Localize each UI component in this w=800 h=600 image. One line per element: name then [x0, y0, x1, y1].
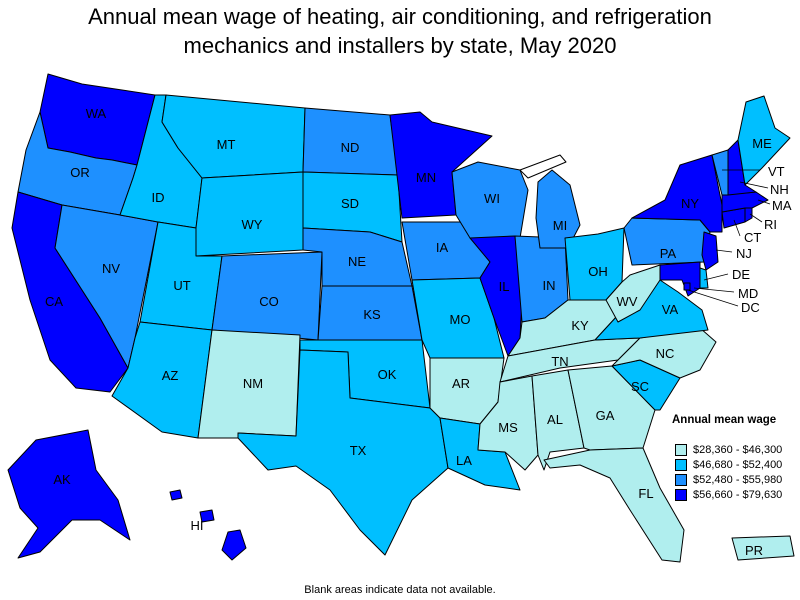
label-mn: MN	[416, 170, 436, 185]
label-mi: MI	[553, 218, 567, 233]
state-hi-island-2	[199, 509, 215, 523]
label-ga: GA	[596, 408, 615, 423]
label-id: ID	[152, 190, 165, 205]
state-fl[interactable]	[543, 447, 685, 563]
label-az: AZ	[162, 368, 179, 383]
map-title-line-1: Annual mean wage of heating, air conditi…	[88, 4, 712, 29]
label-wa: WA	[86, 106, 107, 121]
state-hi-island-3	[169, 489, 183, 501]
label-de: DE	[732, 267, 750, 282]
label-wv: WV	[617, 294, 638, 309]
state-pr[interactable]	[731, 535, 795, 561]
state-wy[interactable]	[195, 171, 304, 257]
state-dc[interactable]	[683, 282, 691, 291]
legend-swatch	[675, 488, 687, 501]
label-wi: WI	[484, 191, 500, 206]
leader-ct	[733, 219, 741, 237]
map-title: Annual mean wage of heating, air conditi…	[0, 2, 800, 60]
legend-item: $46,680 - $52,400	[672, 457, 800, 472]
label-ky: KY	[571, 318, 589, 333]
label-ne: NE	[348, 254, 366, 269]
label-sd: SD	[341, 196, 359, 211]
legend-swatch	[675, 443, 687, 456]
state-tx[interactable]	[237, 349, 449, 556]
state-ak[interactable]	[7, 429, 131, 559]
legend-title: Annual mean wage	[672, 414, 777, 426]
state-wi-upper-shore	[519, 154, 567, 179]
label-ri: RI	[764, 217, 777, 232]
label-co: CO	[259, 294, 279, 309]
legend-label: $56,660 - $79,630	[693, 488, 783, 501]
label-in: IN	[543, 278, 556, 293]
label-ct: CT	[744, 230, 761, 245]
label-ia: IA	[436, 240, 449, 255]
map-legend: Annual mean wage $28,360 - $46,300 $46,6…	[672, 414, 800, 502]
state-ms[interactable]	[477, 375, 539, 471]
label-ca: CA	[45, 294, 63, 309]
legend-label: $28,360 - $46,300	[693, 443, 783, 456]
label-wy: WY	[242, 217, 263, 232]
label-pr: PR	[745, 543, 763, 558]
leader-ri	[749, 213, 763, 223]
legend-item: $52,480 - $55,980	[672, 472, 800, 487]
label-al: AL	[547, 412, 563, 427]
state-me[interactable]	[737, 95, 791, 186]
leader-nh	[739, 181, 769, 189]
label-tx: TX	[350, 443, 367, 458]
label-sc: SC	[631, 379, 649, 394]
label-mo: MO	[450, 312, 471, 327]
label-nh: NH	[770, 182, 789, 197]
label-ma: MA	[772, 198, 792, 213]
footnote: Blank areas indicate data not available.	[304, 584, 496, 596]
label-ks: KS	[363, 307, 381, 322]
legend-label: $46,680 - $52,400	[693, 458, 783, 471]
label-il: IL	[499, 279, 510, 294]
label-nj: NJ	[736, 246, 752, 261]
label-tn: TN	[551, 354, 568, 369]
leader-ma	[757, 199, 771, 205]
label-ny: NY	[681, 196, 699, 211]
label-nm: NM	[243, 376, 263, 391]
label-oh: OH	[588, 264, 608, 279]
label-ak: AK	[53, 472, 71, 487]
label-nd: ND	[341, 140, 360, 155]
legend-item: $28,360 - $46,300	[672, 442, 800, 457]
legend-swatch	[675, 458, 687, 471]
label-md: MD	[738, 286, 758, 301]
label-or: OR	[70, 165, 90, 180]
leader-nj	[715, 249, 733, 253]
map-title-line-2: mechanics and installers by state, May 2…	[183, 33, 617, 58]
leader-de	[703, 273, 729, 281]
legend-swatch	[675, 473, 687, 486]
label-pa: PA	[660, 246, 677, 261]
label-fl: FL	[638, 486, 653, 501]
label-la: LA	[456, 453, 472, 468]
label-ok: OK	[378, 367, 397, 382]
leader-md	[693, 287, 735, 293]
label-me: ME	[752, 136, 772, 151]
label-nc: NC	[656, 346, 675, 361]
state-mn[interactable]	[389, 111, 493, 219]
label-vt: VT	[768, 164, 785, 179]
label-dc: DC	[741, 300, 760, 315]
label-ms: MS	[498, 420, 518, 435]
legend-item: $56,660 - $79,630	[672, 487, 800, 502]
label-ar: AR	[452, 376, 470, 391]
state-mi[interactable]	[535, 169, 581, 249]
label-va: VA	[662, 302, 679, 317]
state-nj[interactable]	[701, 231, 719, 271]
legend-label: $52,480 - $55,980	[693, 473, 783, 486]
label-mt: MT	[217, 137, 236, 152]
leader-dc	[687, 289, 739, 307]
label-nv: NV	[102, 261, 120, 276]
state-wi[interactable]	[451, 161, 529, 239]
label-ut: UT	[173, 278, 190, 293]
label-hi: HI	[191, 518, 204, 533]
state-hi[interactable]	[221, 529, 247, 561]
state-de[interactable]	[699, 267, 709, 289]
